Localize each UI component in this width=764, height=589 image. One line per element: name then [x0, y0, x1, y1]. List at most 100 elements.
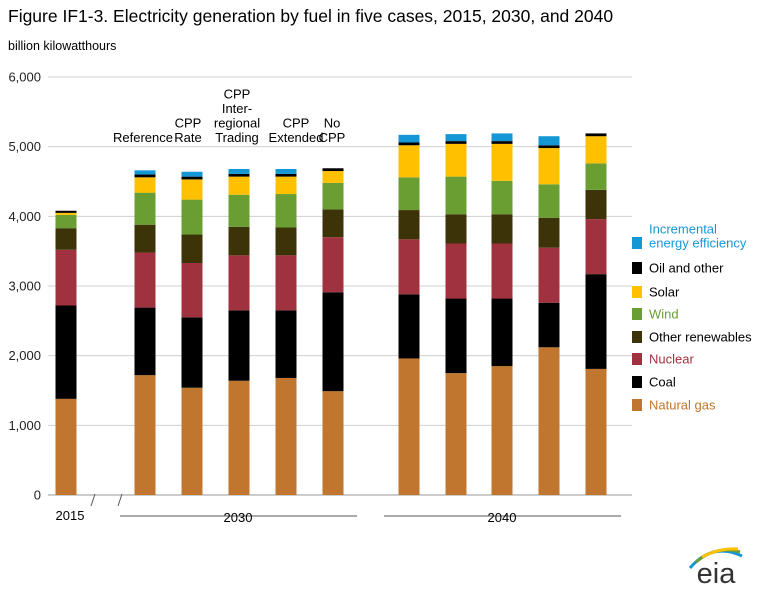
- y-tick-label: 4,000: [8, 209, 41, 224]
- case-label: Trading: [215, 130, 259, 145]
- case-label: Inter-: [222, 101, 252, 116]
- bar-segment-other-renewables: [398, 210, 420, 240]
- bar-segment-incremental-energy-efficiency: [445, 134, 467, 142]
- bar-segment-nuclear: [275, 255, 297, 311]
- bar-segment-wind: [398, 177, 420, 211]
- bar-segment-oil-and-other: [322, 168, 344, 172]
- logo-arc-yellow: [701, 547, 739, 559]
- bar-segment-other-renewables: [445, 214, 467, 244]
- legend-swatch: [632, 399, 642, 411]
- group-label-2030: 2030: [224, 510, 253, 525]
- bar-segment-natural-gas: [228, 380, 250, 495]
- bar-segment-nuclear: [491, 243, 513, 299]
- case-label: regional: [214, 116, 260, 131]
- y-tick-label: 3,000: [8, 279, 41, 294]
- case-label: CPP: [224, 87, 251, 102]
- bar-segment-natural-gas: [538, 347, 560, 495]
- bar-segment-coal: [55, 305, 77, 399]
- y-axis-units-label: billion kilowatthours: [8, 39, 117, 53]
- bar-segment-natural-gas: [181, 387, 203, 495]
- bar-segment-other-renewables: [275, 227, 297, 256]
- bar-segment-solar: [538, 148, 560, 185]
- bar-segment-incremental-energy-efficiency: [538, 136, 560, 146]
- y-tick-label: 2,000: [8, 348, 41, 363]
- bar-segment-coal: [445, 298, 467, 374]
- legend-swatch: [632, 237, 642, 249]
- group-label-2015: 2015: [56, 508, 85, 523]
- bar-segment-coal: [134, 307, 156, 376]
- bar-segment-solar: [134, 177, 156, 193]
- bar-segment-wind: [228, 194, 250, 227]
- bar-segment-wind: [181, 199, 203, 235]
- case-label: Reference: [113, 130, 173, 145]
- bar-segment-nuclear: [228, 255, 250, 311]
- case-label: CPP: [283, 116, 310, 131]
- bar-segment-natural-gas: [445, 373, 467, 495]
- bar-segment-natural-gas: [55, 398, 77, 495]
- bar-segment-coal: [322, 292, 344, 392]
- bar-segment-solar: [275, 176, 297, 195]
- bar-segment-wind: [275, 194, 297, 228]
- legend-swatch: [632, 308, 642, 320]
- bar-segment-incremental-energy-efficiency: [134, 170, 156, 175]
- bar-segment-coal: [538, 302, 560, 348]
- bar-segment-natural-gas: [134, 375, 156, 495]
- bar-segment-nuclear: [538, 247, 560, 303]
- bar-segment-oil-and-other: [538, 145, 560, 149]
- bar-segment-coal: [275, 310, 297, 378]
- y-axis-ticks: 0 1,000 2,000 3,000 4,000 5,000 6,000: [8, 70, 41, 503]
- bar-segment-wind: [491, 180, 513, 215]
- bars: [55, 133, 607, 495]
- bar-segment-oil-and-other: [585, 133, 607, 137]
- bar-segment-nuclear: [55, 249, 77, 306]
- bar-segment-solar: [491, 143, 513, 181]
- legend-label: Coal: [649, 375, 676, 390]
- bar-segment-nuclear: [585, 219, 607, 275]
- bar-segment-other-renewables: [491, 214, 513, 244]
- bar-segment-oil-and-other: [134, 174, 156, 178]
- y-tick-label: 0: [34, 488, 41, 503]
- case-label: CPP: [319, 130, 346, 145]
- bar-segment-incremental-energy-efficiency: [181, 171, 203, 177]
- bar-segment-other-renewables: [585, 189, 607, 220]
- bar-segment-solar: [398, 145, 420, 178]
- bar-segment-wind: [134, 192, 156, 225]
- x-axis: 2015 2030 2040: [56, 493, 621, 525]
- bar-segment-nuclear: [398, 239, 420, 295]
- legend-swatch: [632, 376, 642, 388]
- legend-label: Oil and other: [649, 261, 724, 276]
- bar-segment-other-renewables: [322, 209, 344, 238]
- bar-segment-solar: [228, 176, 250, 195]
- y-tick-label: 5,000: [8, 139, 41, 154]
- bar-segment-coal: [585, 274, 607, 369]
- bar-segment-natural-gas: [398, 358, 420, 495]
- bar-segment-solar: [55, 212, 77, 215]
- chart-title: Figure IF1-3. Electricity generation by …: [8, 6, 614, 26]
- bar-segment-natural-gas: [275, 377, 297, 495]
- bar-segment-incremental-energy-efficiency: [228, 168, 250, 174]
- bar-segment-natural-gas: [491, 366, 513, 495]
- bar-segment-wind: [538, 184, 560, 218]
- eia-logo: eia: [688, 547, 743, 589]
- bar-segment-oil-and-other: [181, 176, 203, 180]
- bar-segment-coal: [228, 310, 250, 381]
- bar-segment-solar: [322, 171, 344, 183]
- y-tick-label: 1,000: [8, 418, 41, 433]
- legend-label: Natural gas: [649, 398, 716, 413]
- bar-segment-other-renewables: [538, 217, 560, 248]
- bar-segment-nuclear: [445, 243, 467, 299]
- legend-swatch: [632, 331, 642, 343]
- bar-segment-solar: [445, 143, 467, 177]
- bar-segment-oil-and-other: [491, 141, 513, 144]
- bar-segment-oil-and-other: [398, 142, 420, 146]
- bar-segment-coal: [181, 317, 203, 388]
- bar-segment-oil-and-other: [445, 141, 467, 144]
- axis-break-mark: [117, 493, 123, 507]
- bar-segment-other-renewables: [228, 226, 250, 256]
- bar-segment-incremental-energy-efficiency: [491, 133, 513, 142]
- bar-segment-oil-and-other: [275, 173, 297, 177]
- bar-segment-wind: [445, 176, 467, 215]
- bar-segment-solar: [181, 179, 203, 200]
- case-label: No: [324, 116, 341, 131]
